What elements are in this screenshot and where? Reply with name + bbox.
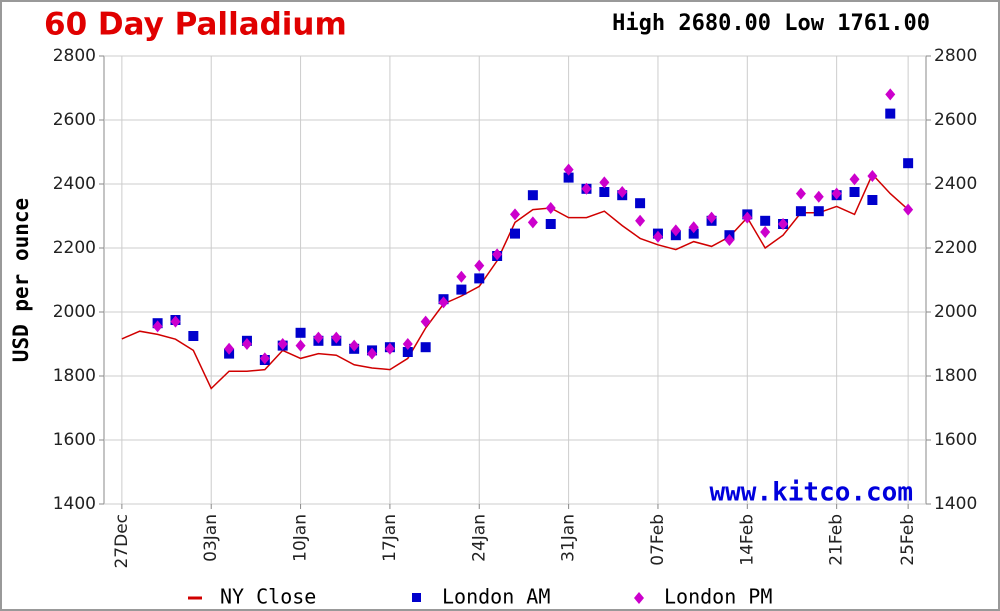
plot-background [103, 55, 927, 505]
point [635, 198, 646, 209]
point [367, 347, 378, 360]
point [599, 187, 610, 197]
point [152, 320, 163, 333]
point [885, 88, 896, 101]
y2-tick-label: 1400 [934, 494, 977, 514]
point [456, 270, 467, 283]
point [617, 186, 628, 198]
x-tick-label: 21Feb [827, 514, 847, 566]
y2-tick-label: 2400 [934, 174, 977, 194]
subtitle: High 2680.00 Low 1761.00 [612, 11, 930, 36]
point [903, 158, 914, 169]
x-tick-label: 25Feb [898, 514, 918, 566]
point [384, 342, 395, 355]
y-tick-label: 1400 [53, 494, 96, 514]
y-tick-label: 2200 [53, 238, 96, 258]
point [527, 216, 538, 229]
point [474, 273, 485, 284]
point [563, 163, 574, 176]
point [635, 214, 646, 227]
point [402, 347, 413, 357]
point [438, 296, 449, 309]
point [295, 339, 306, 352]
chart-title: 60 Day Palladium [44, 7, 347, 43]
x-tick-label: 17Jan [380, 514, 400, 562]
point [885, 108, 896, 119]
line [121, 173, 909, 390]
y2-tick-label: 2200 [934, 238, 977, 258]
point [688, 221, 699, 234]
point [778, 218, 789, 230]
y2-tick-label: 1800 [934, 366, 977, 386]
y-tick-label: 2400 [53, 174, 96, 194]
point [420, 315, 431, 328]
point [277, 338, 288, 350]
point [867, 170, 878, 182]
point [670, 224, 681, 237]
x-tick-label: 27Dec [112, 514, 132, 569]
y-tick-label: 1600 [53, 430, 96, 450]
y-tick-label: 2000 [53, 302, 96, 322]
legend-swatch [412, 593, 421, 602]
point [795, 187, 806, 200]
y-tick-label: 2600 [53, 110, 96, 130]
point [599, 176, 610, 189]
point [510, 228, 520, 239]
legend-label: NY Close [220, 585, 316, 609]
legend-swatch [634, 592, 644, 604]
point [813, 190, 824, 203]
point [510, 208, 520, 221]
point [224, 342, 235, 355]
point [313, 331, 324, 344]
point [760, 215, 771, 226]
point [831, 187, 842, 200]
y2-tick-label: 2600 [934, 110, 977, 130]
point [295, 327, 306, 338]
point [527, 190, 538, 201]
point [760, 226, 771, 238]
point [581, 182, 592, 195]
watermark: www.kitco.com [710, 478, 914, 508]
point [867, 195, 878, 205]
x-tick-label: 10Jan [291, 514, 311, 562]
y-tick-label: 1800 [53, 366, 96, 386]
point [706, 211, 717, 224]
point [170, 315, 181, 328]
x-tick-label: 31Jan [559, 514, 579, 562]
point [259, 352, 270, 365]
point [545, 219, 556, 229]
point [420, 342, 431, 353]
point [402, 338, 413, 350]
point [849, 187, 860, 197]
x-tick-label: 14Feb [737, 514, 757, 566]
legend-label: London AM [442, 585, 550, 609]
point [742, 211, 753, 224]
point [188, 331, 199, 341]
point [474, 259, 485, 272]
point [349, 339, 360, 352]
x-tick-label: 24Jan [469, 514, 489, 562]
y2-tick-label: 1600 [934, 430, 977, 450]
point [563, 172, 574, 183]
x-tick-label: 07Feb [648, 514, 668, 566]
point [492, 248, 503, 261]
y-axis-label: USD per ounce [9, 198, 33, 362]
point [903, 203, 914, 216]
y2-tick-label: 2800 [934, 46, 977, 66]
y-tick-label: 2800 [53, 46, 96, 66]
point [241, 338, 252, 350]
y2-tick-label: 2000 [934, 302, 977, 322]
point [688, 228, 699, 239]
point [795, 206, 806, 217]
x-tick-label: 03Jan [201, 514, 221, 562]
point [724, 234, 735, 246]
legend-label: London PM [664, 585, 772, 609]
point [652, 230, 663, 243]
point [849, 173, 860, 186]
point [813, 206, 824, 217]
point [456, 284, 467, 295]
point [545, 202, 556, 214]
point [331, 331, 342, 344]
